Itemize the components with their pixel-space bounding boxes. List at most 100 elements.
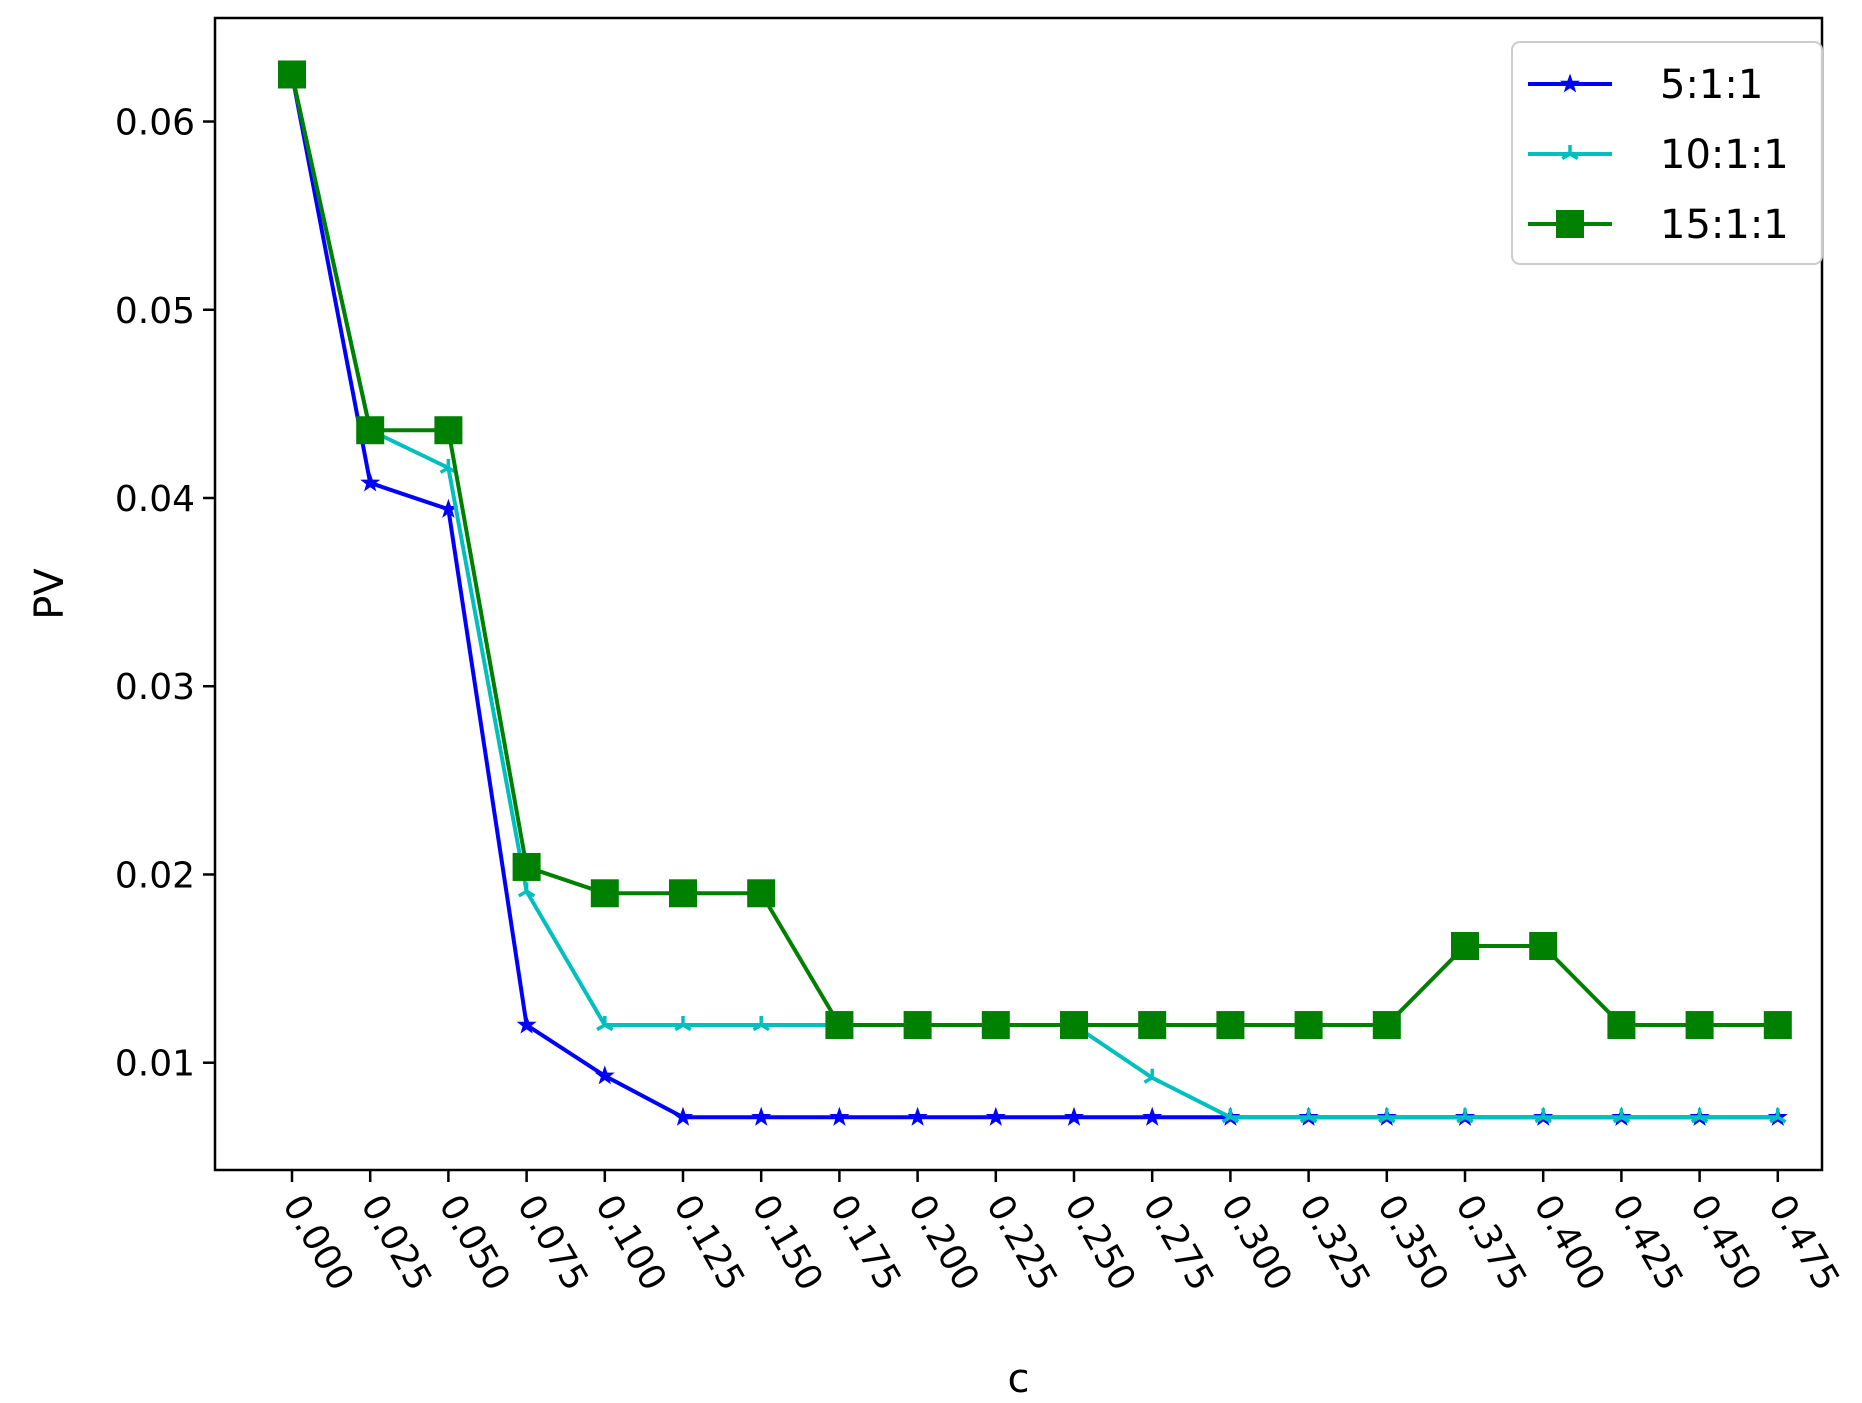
legend: 5:1:1 10:1:1 15:1:1 (1511, 41, 1823, 265)
legend-label: 15:1:1 (1660, 202, 1789, 248)
star-marker (1559, 73, 1581, 93)
series-3 (278, 60, 1792, 1040)
data-point (672, 1106, 694, 1126)
data-point (1221, 1108, 1240, 1124)
data-point (516, 1014, 537, 1034)
data-point (517, 882, 536, 898)
data-point (596, 1016, 614, 1032)
star-marker (829, 1106, 850, 1126)
data-point (1685, 1011, 1714, 1040)
star-marker (594, 1065, 615, 1085)
data-point (594, 1065, 615, 1085)
data-point (278, 60, 306, 89)
data-point (1299, 1108, 1318, 1124)
data-point (674, 1016, 692, 1032)
square-marker (1138, 1011, 1167, 1040)
data-point (1763, 1011, 1792, 1040)
data-point (1456, 1108, 1474, 1124)
square-marker (512, 852, 541, 881)
y-axis-label: PV (27, 568, 73, 620)
square-marker (903, 1011, 932, 1040)
tri-marker (752, 1016, 770, 1032)
square-marker (1556, 210, 1584, 238)
tri-marker (674, 1016, 692, 1032)
data-point (752, 1016, 770, 1032)
data-point (512, 852, 541, 881)
legend-label: 10:1:1 (1660, 132, 1789, 178)
tri-marker (1221, 1108, 1240, 1124)
tri-marker (1534, 1108, 1552, 1124)
data-point (1060, 1011, 1088, 1040)
legend-item: 5:1:1 (1528, 62, 1763, 108)
square-marker (747, 879, 776, 908)
x-axis-label: c (1008, 1356, 1030, 1402)
square-marker (1294, 1011, 1323, 1040)
tri-marker (517, 882, 536, 898)
data-point (1294, 1011, 1323, 1040)
tri-marker (1378, 1108, 1396, 1124)
square-marker (1216, 1011, 1245, 1040)
star-marker (1063, 1106, 1085, 1126)
tri-marker (1561, 145, 1579, 161)
data-point (1378, 1108, 1396, 1124)
tri-marker (1143, 1068, 1161, 1084)
tri-marker (1612, 1108, 1631, 1124)
square-marker (278, 60, 306, 89)
data-point (985, 1106, 1006, 1126)
square-marker (981, 1011, 1010, 1040)
data-point (360, 472, 381, 492)
star-marker (907, 1106, 928, 1126)
square-marker (1685, 1011, 1714, 1040)
data-point (1138, 1011, 1167, 1040)
data-point (1142, 1106, 1163, 1126)
star-marker (1142, 1106, 1163, 1126)
star-marker (751, 1106, 772, 1126)
tri-marker (1690, 1108, 1709, 1124)
tri-marker (1299, 1108, 1318, 1124)
data-point (1143, 1068, 1161, 1084)
data-point (1451, 932, 1479, 960)
star-marker (516, 1014, 537, 1034)
data-point (829, 1106, 850, 1126)
data-point (1216, 1011, 1245, 1040)
data-point (981, 1011, 1010, 1040)
data-point (1534, 1108, 1552, 1124)
legend-box (1511, 41, 1823, 265)
legend-item: 15:1:1 (1528, 202, 1789, 248)
data-point (1690, 1108, 1709, 1124)
y-tick-label: 0.02 (115, 855, 195, 896)
data-point (1612, 1108, 1631, 1124)
legend-label: 5:1:1 (1660, 62, 1763, 108)
tri-marker (1456, 1108, 1474, 1124)
data-point (590, 879, 619, 908)
data-point (1063, 1106, 1085, 1126)
legend-item: 10:1:1 (1528, 132, 1789, 178)
tri-marker (1769, 1108, 1787, 1124)
data-point (1769, 1108, 1787, 1124)
square-marker (590, 879, 619, 908)
data-point (903, 1011, 932, 1040)
data-point (907, 1106, 928, 1126)
square-marker (1451, 932, 1479, 960)
y-tick-label: 0.06 (115, 103, 195, 144)
square-marker (1060, 1011, 1088, 1040)
square-marker (669, 879, 697, 908)
series-layer (278, 60, 1792, 1126)
data-point (1372, 1011, 1401, 1040)
square-marker (356, 416, 385, 445)
data-point (751, 1106, 772, 1126)
tri-marker (596, 1016, 614, 1032)
data-point (1607, 1011, 1636, 1040)
y-tick-label: 0.05 (115, 291, 195, 332)
square-marker (1763, 1011, 1792, 1040)
square-marker (1372, 1011, 1401, 1040)
star-marker (985, 1106, 1006, 1126)
data-point (356, 416, 385, 445)
star-marker (360, 472, 381, 492)
y-tick-label: 0.01 (115, 1044, 195, 1085)
data-point (747, 879, 776, 908)
plot-frame (213, 16, 1824, 1172)
y-axis: 0.01 0.02 0.03 0.04 0.05 0.06 (115, 103, 215, 1085)
data-point (825, 1011, 854, 1040)
